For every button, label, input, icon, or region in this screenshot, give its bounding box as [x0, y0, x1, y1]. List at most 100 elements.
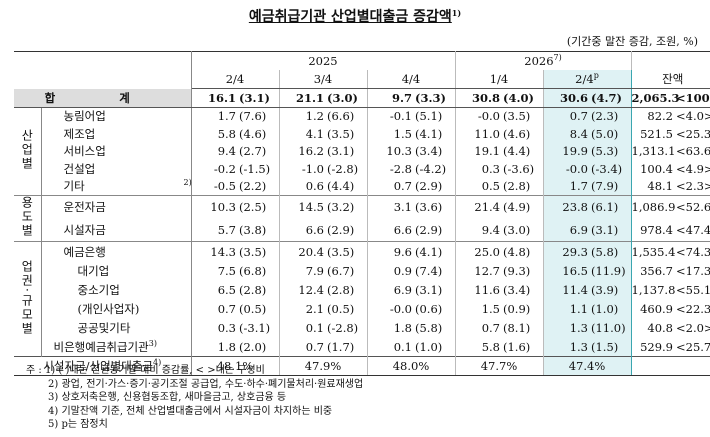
table-body: 2025 20267) 2/4 3/4 4/4 1/4 2/4p 잔액 합 계 16.1 (3.1)…	[14, 51, 710, 376]
data-row: 서비스업 9.4 (2.7) 16.2 (3.1) 10.3 (3.4) 19.1 (4.4) 1…	[14, 142, 710, 160]
year-header: 20267)	[455, 51, 632, 70]
rate: (6.7)	[327, 261, 368, 280]
row-label: 중소기업	[77, 282, 120, 297]
value: 30.6	[542, 88, 591, 108]
share: <22.3>	[676, 301, 710, 316]
value: 12.7	[474, 263, 500, 278]
rate: (4.6)	[239, 125, 280, 143]
value: 19.1	[474, 144, 500, 159]
value: 20.4	[279, 241, 327, 261]
value: 11.0	[474, 126, 500, 141]
rate: (2.0)	[239, 337, 280, 357]
value: 0.7	[393, 179, 412, 194]
value: 29.3	[542, 241, 591, 261]
notes: 주 : 1) ( )내는 전년동기말 대비 증감률, < >내는 구성비 2) 광…	[26, 364, 363, 432]
data-row: 제조업 5.8 (4.6) 4.1 (3.5) 1.5 (4.1) 11.0 (4.6) 8.4(…	[14, 125, 710, 143]
footnote-mark: 7)	[553, 53, 562, 62]
rate: (4.7)	[591, 88, 632, 108]
footnote-mark: 1)	[451, 8, 462, 18]
value: 1.7	[217, 109, 236, 124]
rate: (0.5)	[239, 299, 280, 318]
rate: (2.5)	[239, 195, 280, 219]
period-label: 4/4	[401, 72, 421, 86]
balance: 2,065.3	[631, 88, 680, 108]
rate: (3.1)	[327, 142, 368, 160]
period-header: 2/4p	[542, 70, 632, 89]
rate: (0.6)	[415, 299, 456, 318]
unit: (기간중 말잔 증감, 조원, %)	[566, 35, 698, 48]
rate: (-1.5)	[239, 160, 280, 178]
value: 11.6	[474, 282, 500, 297]
rate: (7.6)	[239, 107, 280, 125]
share: <52.6>	[676, 195, 710, 219]
rate: (3.0)	[327, 88, 368, 108]
rate: (4.6)	[503, 125, 544, 143]
row-label: 농림어업	[63, 109, 106, 124]
header-row: 2025 20267)	[14, 51, 710, 89]
value: 6.5	[217, 282, 236, 297]
rate: (3.6)	[415, 195, 456, 219]
year-header: 2025	[191, 51, 456, 70]
row-label-cell: 운전자금	[41, 195, 192, 219]
value: 0.7	[305, 339, 324, 354]
value: -2.8	[389, 161, 412, 176]
data-row: 공공및기타 0.3 (-3.1) 0.1 (-2.8) 1.8 (5.8) 0.7 (8.1) 1…	[14, 318, 710, 337]
period-header: 4/4	[367, 70, 456, 89]
balance: 82.2	[647, 109, 673, 124]
value: 8.4	[542, 125, 591, 143]
balance: 529.9	[640, 339, 673, 354]
rate: (-3.6)	[503, 160, 544, 178]
title-text: 예금취급기관 산업별대출금 증감액	[248, 9, 452, 25]
rate: (-2.8)	[327, 318, 368, 337]
row-label-cell: (개인사업자)	[41, 299, 192, 318]
data-row: 대기업 7.5 (6.8) 7.9 (6.7) 0.9 (7.4) 12.7 (9.3) 16.5…	[14, 261, 710, 280]
value: 23.8	[542, 195, 591, 219]
value: 5.7	[217, 222, 236, 237]
rate: (5.1)	[415, 107, 456, 125]
value: -0.5	[213, 179, 236, 194]
value: 5.8	[481, 339, 500, 354]
rate: (-2.8)	[327, 160, 368, 178]
note: 2) 광업, 전기·가스·증기·공기조절 공급업, 수도·하수·폐기물처리·원료…	[26, 378, 363, 392]
data-row: (개인사업자) 0.7 (0.5) 2.1 (0.5) -0.0 (0.6) 1.5 (0.9)…	[14, 299, 710, 318]
rate: (4.1)	[415, 125, 456, 143]
year-label: 2025	[308, 54, 338, 68]
ratio-value: 48.0%	[367, 356, 456, 376]
data-row: 건설업 -0.2 (-1.5) -1.0 (-2.8) -2.8 (-4.2) 0.3 (-3.…	[14, 160, 710, 178]
share: <55.1>	[676, 282, 710, 297]
value: -1.0	[301, 161, 324, 176]
rate: (3.0)	[503, 218, 544, 242]
value: 25.0	[455, 241, 503, 261]
value: 0.7	[217, 301, 236, 316]
row-label-cell: 서비스업	[41, 142, 192, 160]
rate: (4.1)	[415, 241, 456, 261]
rate: (3.5)	[327, 125, 368, 143]
value: 0.1	[305, 320, 324, 335]
value: -0.2	[213, 161, 236, 176]
row-label: 비은행예금취급기관	[53, 339, 149, 354]
value: 1.1	[542, 299, 591, 318]
period-label: 1/4	[489, 72, 509, 86]
data-row: 시설자금 5.7 (3.8) 6.6 (2.9) 6.6 (2.9) 9.4 (3.0) 6.9(…	[14, 218, 710, 242]
share: <74.3>	[676, 241, 710, 261]
rate: (5.8)	[415, 318, 456, 337]
rate: (0.9)	[503, 299, 544, 318]
row-label-cell: 대기업	[41, 261, 192, 280]
footnote-mark: 2)	[183, 178, 192, 188]
balance: 356.7	[640, 263, 673, 278]
data-row: 업권·규모별 예금은행 14.3 (3.5) 20.4 (3.5) 9.6 (4.1) 25.0…	[14, 241, 710, 357]
note-text: 3) 상호저축은행, 신용협동조합, 새마을금고, 상호금융 등	[48, 392, 287, 403]
share: <4.9>	[676, 161, 710, 176]
group-label: 산업별	[19, 128, 34, 171]
value: 3.1	[367, 195, 415, 219]
row-label: 시설자금	[63, 222, 106, 237]
rate: (3.9)	[591, 280, 632, 299]
value: 7.9	[305, 263, 324, 278]
value: 0.9	[393, 263, 412, 278]
row-label-cell: 농림어업	[41, 107, 192, 125]
rate: (4.9)	[503, 195, 544, 219]
note-text: 2) 광업, 전기·가스·증기·공기조절 공급업, 수도·하수·폐기물처리·원료…	[48, 378, 364, 390]
year-label: 2026	[524, 54, 554, 68]
period-label: 2/4	[575, 72, 594, 86]
row-label: 기타	[63, 179, 85, 194]
